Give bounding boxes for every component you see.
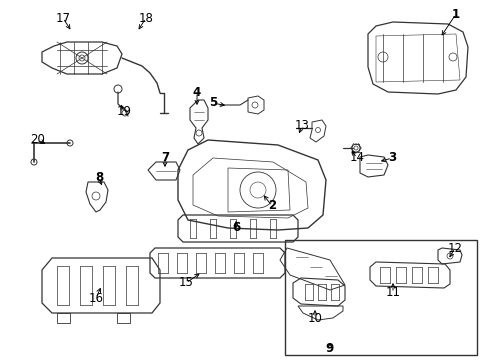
- Text: 18: 18: [138, 12, 153, 24]
- Text: 15: 15: [178, 276, 193, 289]
- Text: 20: 20: [30, 134, 45, 147]
- Bar: [285, 240, 476, 355]
- Text: 10: 10: [307, 311, 322, 324]
- Text: 5: 5: [208, 96, 217, 109]
- Text: 2: 2: [267, 199, 276, 212]
- Text: 11: 11: [385, 287, 400, 300]
- Text: 19: 19: [116, 105, 131, 118]
- Text: 9: 9: [325, 342, 333, 355]
- Text: 6: 6: [231, 221, 240, 234]
- Text: 13: 13: [294, 120, 309, 132]
- Text: 7: 7: [161, 152, 169, 165]
- Text: 1: 1: [451, 8, 459, 21]
- Text: 12: 12: [447, 242, 462, 255]
- Text: 16: 16: [88, 292, 103, 305]
- Text: 4: 4: [192, 85, 201, 99]
- Text: 3: 3: [387, 152, 395, 165]
- Text: 14: 14: [349, 152, 364, 165]
- Text: 17: 17: [55, 12, 70, 24]
- Text: 8: 8: [95, 171, 103, 184]
